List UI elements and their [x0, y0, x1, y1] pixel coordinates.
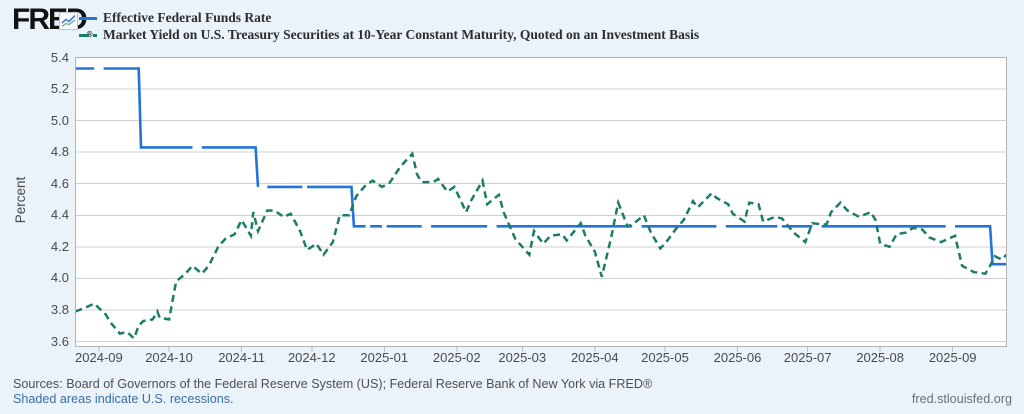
effr-line — [201, 146, 260, 187]
plot-border — [75, 57, 1007, 347]
y-axis-title: Percent — [13, 176, 28, 224]
legend-label-treasury-10y: Market Yield on U.S. Treasury Securities… — [103, 27, 700, 42]
x-tick-label: 2024-09 — [75, 350, 123, 365]
x-tick-label: 2025-03 — [498, 350, 547, 365]
y-tick-label: 5.4 — [50, 49, 69, 65]
x-tick-label: 2025-02 — [432, 350, 481, 365]
x-tick-label: 2025-08 — [856, 350, 905, 365]
y-tick-label: 4.4 — [50, 207, 69, 223]
footer-recessions-link[interactable]: Shaded areas indicate U.S. recessions. — [13, 392, 234, 406]
legend-item-effr[interactable]: Effective Federal Funds Rate — [79, 10, 699, 26]
x-tick-label: 2025-04 — [570, 350, 619, 365]
x-tick-label: 2024-10 — [145, 350, 193, 365]
y-tick-label: 3.6 — [50, 333, 69, 349]
y-tick-label: 4.2 — [50, 238, 69, 254]
x-tick-label: 2025-07 — [783, 350, 832, 365]
x-tick-label: 2024-12 — [287, 350, 336, 365]
legend-swatch-solid-line — [79, 16, 97, 20]
x-tick-label: 2025-05 — [641, 350, 689, 365]
y-tick-label: 4.8 — [50, 144, 69, 160]
legend-swatch-dashed-line — [79, 33, 97, 37]
fred-sparkline-icon — [59, 12, 78, 30]
y-tick-label: 5.2 — [50, 81, 69, 97]
legend-item-treasury-10y[interactable]: Market Yield on U.S. Treasury Securities… — [79, 27, 699, 43]
y-tick-label: 4.6 — [50, 175, 69, 191]
y-tick-label: 4.0 — [50, 270, 69, 286]
plot-background[interactable] — [75, 57, 1007, 347]
x-tick-label: 2025-01 — [360, 350, 409, 365]
x-tick-label: 2025-06 — [713, 350, 762, 365]
footer-site-link[interactable]: fred.stlouisfed.org — [911, 392, 1012, 406]
y-tick-label: 5.0 — [50, 112, 69, 128]
effr-line — [103, 67, 193, 149]
footer-sources-text: Sources: Board of Governors of the Feder… — [13, 377, 653, 391]
y-tick-label: 3.8 — [50, 301, 69, 317]
treasury-10y-line — [75, 151, 1008, 341]
chart-legend: Effective Federal Funds Rate Market Yiel… — [79, 10, 699, 44]
x-tick-label: 2024-11 — [218, 350, 265, 365]
effr-line — [955, 225, 1007, 266]
x-tick-label: 2025-09 — [928, 350, 977, 365]
legend-label-effr: Effective Federal Funds Rate — [103, 10, 272, 25]
registered-mark: ® — [86, 30, 93, 39]
